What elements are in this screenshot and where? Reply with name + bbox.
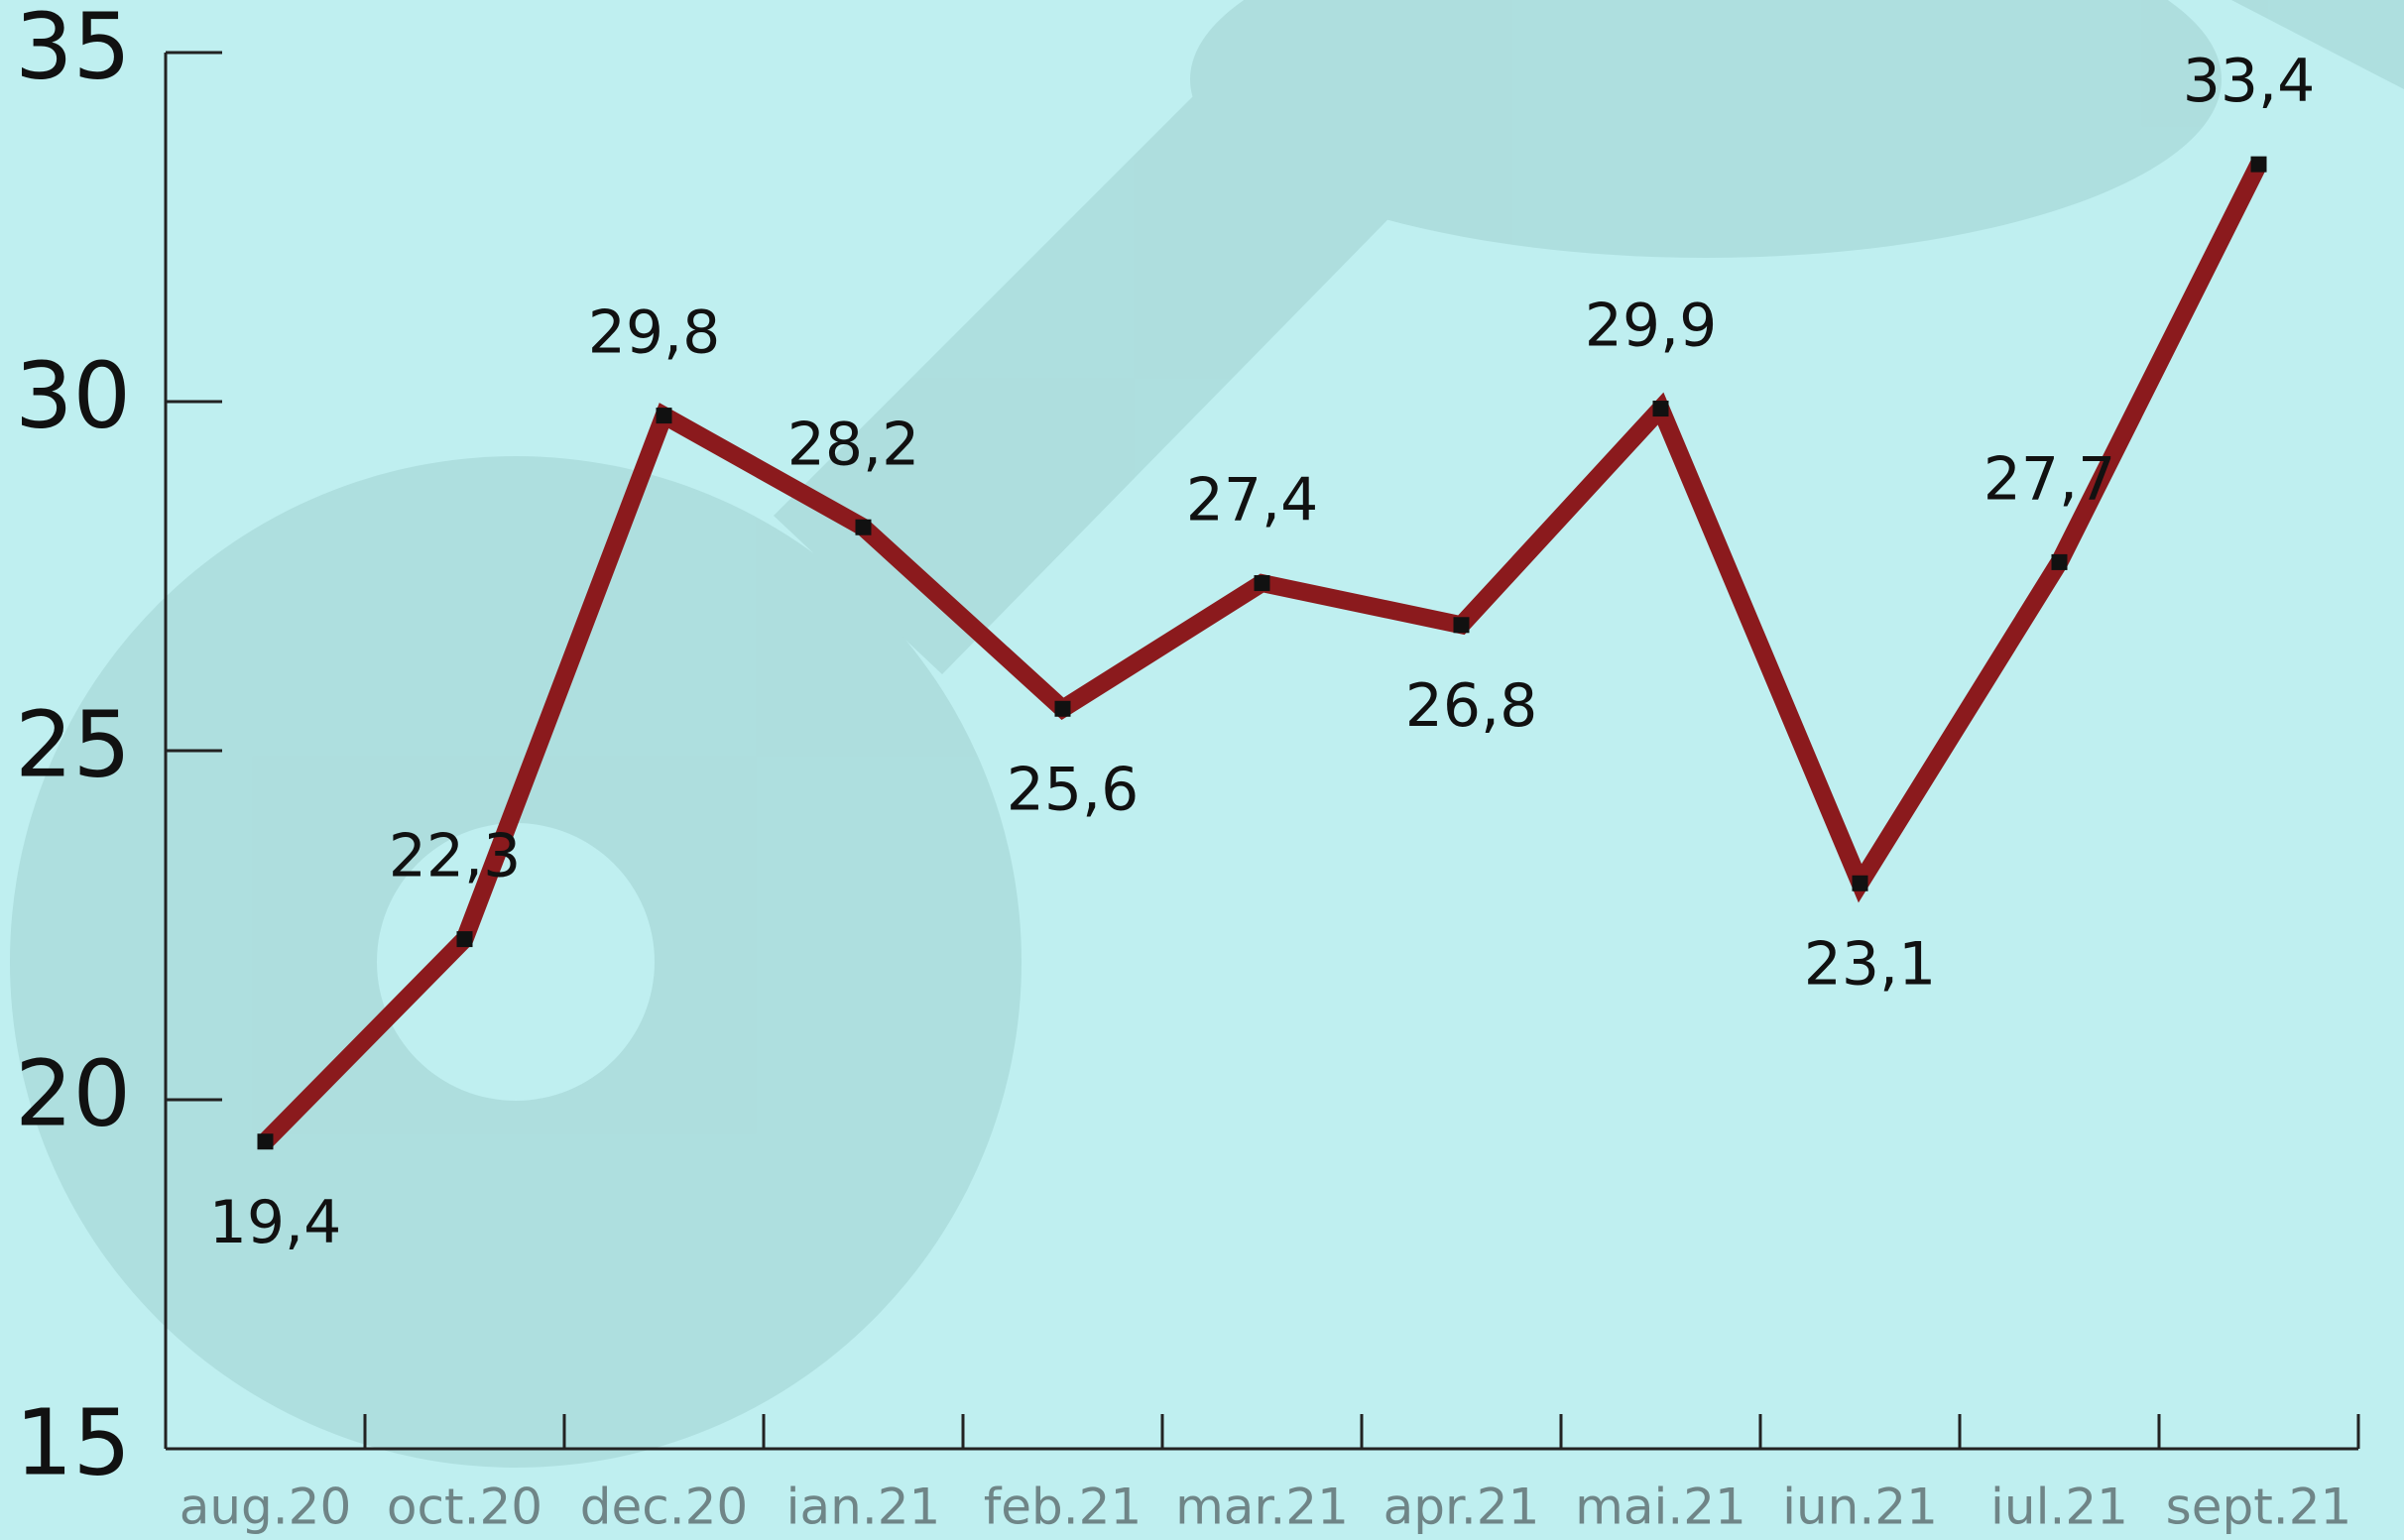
x-tick-label: apr.21 — [1383, 1479, 1540, 1536]
value-label: 26,8 — [1405, 671, 1538, 741]
x-tick-label: dec.20 — [580, 1479, 749, 1536]
value-label: 22,3 — [389, 822, 522, 891]
point-marker — [457, 931, 473, 947]
point-marker — [1454, 617, 1470, 633]
value-label: 29,9 — [1585, 292, 1718, 361]
x-tick-label: sept.21 — [2166, 1479, 2352, 1536]
value-label: 19,4 — [209, 1188, 342, 1257]
x-tick-label: feb.21 — [984, 1479, 1142, 1536]
point-marker — [1653, 401, 1669, 416]
point-marker — [856, 520, 872, 535]
x-tick-label: iun.21 — [1782, 1479, 1938, 1536]
point-marker — [258, 1133, 274, 1149]
y-tick-label: 35 — [15, 0, 131, 99]
chart: 15 20 25 30 35 aug.20 oct.20 dec.20 ian.21 feb.21… — [0, 0, 2404, 1540]
y-tick-label: 20 — [15, 1040, 131, 1146]
value-label: 29,8 — [588, 298, 721, 368]
point-marker — [657, 408, 672, 423]
value-label: 28,2 — [787, 410, 920, 479]
value-label: 27,7 — [1983, 445, 2116, 515]
background-decoration — [10, 0, 2404, 1468]
x-tick-label: mai.21 — [1575, 1479, 1746, 1536]
x-tick-label: mar.21 — [1175, 1479, 1349, 1536]
point-marker — [2052, 554, 2068, 570]
point-marker — [1853, 876, 1868, 891]
point-marker — [2251, 157, 2267, 173]
value-label: 33,4 — [2183, 47, 2316, 116]
point-marker — [1055, 701, 1071, 717]
x-tick-label: ian.21 — [786, 1479, 941, 1536]
y-tick-label: 15 — [15, 1389, 131, 1495]
y-tick-label: 30 — [15, 342, 131, 448]
point-marker — [1255, 575, 1270, 591]
x-tick-label: iul.21 — [1990, 1479, 2128, 1536]
y-tick-label: 25 — [15, 691, 131, 797]
value-label: 27,4 — [1186, 466, 1319, 535]
value-label: 25,6 — [1007, 755, 1140, 824]
x-tick-label: oct.20 — [387, 1479, 542, 1536]
x-tick-label: aug.20 — [180, 1479, 352, 1536]
value-label: 23,1 — [1804, 929, 1937, 999]
